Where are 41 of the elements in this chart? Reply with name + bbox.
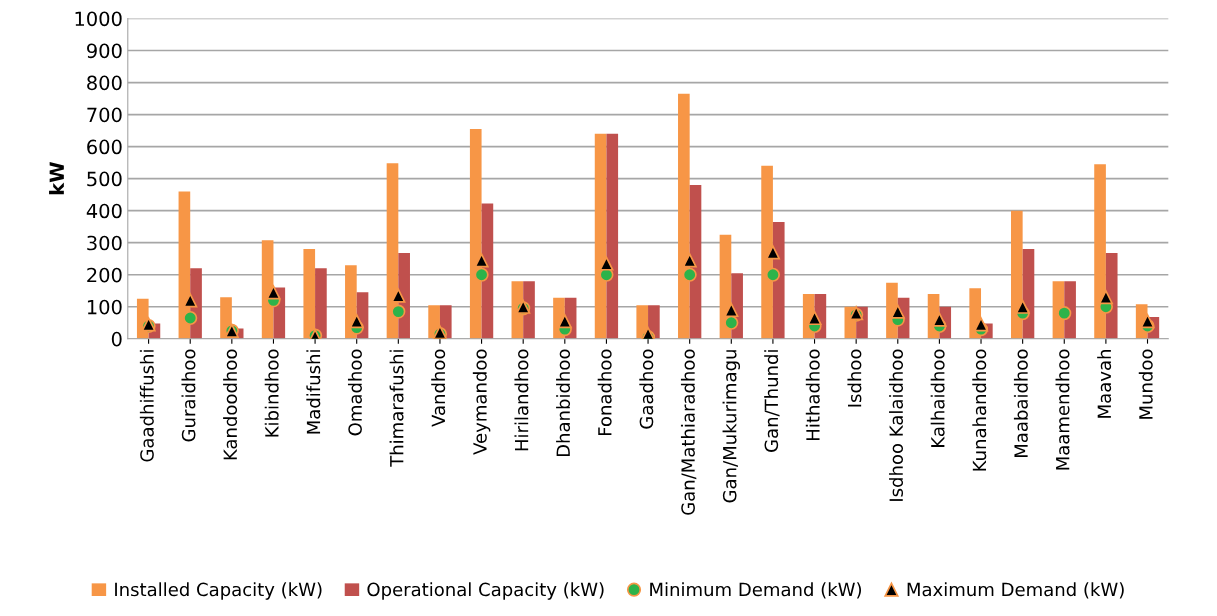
x-tick-label: Kunahandhoo [972, 349, 987, 471]
y-tick-label: 900 [87, 43, 122, 59]
x-tick-label: Hithadhoo [805, 349, 820, 440]
x-tick-label: Maabaidhoo [1013, 349, 1028, 457]
legend-label: Installed Capacity (kW) [115, 582, 322, 600]
x-tick-label: Mundoo [1138, 349, 1153, 419]
legend-label: Minimum Demand (kW) [650, 582, 862, 599]
x-tick-label: Omadhoo [347, 349, 362, 436]
y-tick-label: 0 [111, 331, 122, 347]
y-tick-label: 1000 [75, 11, 122, 27]
x-tick-label: Maavah [1097, 350, 1112, 418]
x-tick-label: Vandhoo [431, 349, 446, 427]
x-tick-label: Guraidhoo [181, 349, 196, 442]
y-tick-label: 600 [87, 139, 122, 155]
x-tick-label: Gan/Mukurimagu [722, 350, 741, 503]
y-tick-label: 800 [87, 75, 122, 91]
legend-label: Maximum Demand (kW) [907, 582, 1124, 599]
x-tick-label: Hirilandhoo [514, 349, 529, 451]
x-tick-label: Veymandoo [472, 349, 491, 455]
y-tick-label: 100 [87, 299, 122, 315]
y-axis-title: kW [49, 162, 64, 195]
x-tick-label: Gaadhoo [639, 349, 654, 429]
x-tick-label: Thimarafushi [389, 350, 404, 467]
y-tick-label: 300 [87, 235, 122, 251]
x-tick-label: Gaadhiffushi [139, 350, 154, 462]
legend-label: Operational Capacity (kW) [367, 582, 604, 600]
x-tick-label: Kibindhoo [264, 349, 279, 437]
y-tick-label: 400 [86, 203, 122, 219]
x-tick-label: Isdhoo [847, 349, 862, 407]
x-tick-label: Kandoodhoo [223, 349, 238, 460]
x-tick-label: Kalhaidhoo [930, 349, 945, 447]
x-tick-label: Isdhoo Kalaidhoo [889, 349, 904, 501]
y-tick-label: 500 [87, 171, 122, 187]
x-tick-label: Gan/Mathiaradhoo [680, 349, 697, 515]
x-tick-label: Maamendhoo [1055, 349, 1070, 470]
y-tick-label: 700 [87, 107, 122, 123]
x-tick-label: Dhanbidhoo [556, 349, 571, 457]
x-tick-label: Madifushi [306, 350, 321, 434]
x-tick-label: Gan/Thundi [764, 350, 780, 452]
x-tick-label: Fonadhoo [597, 349, 612, 436]
y-tick-label: 200 [87, 267, 122, 283]
